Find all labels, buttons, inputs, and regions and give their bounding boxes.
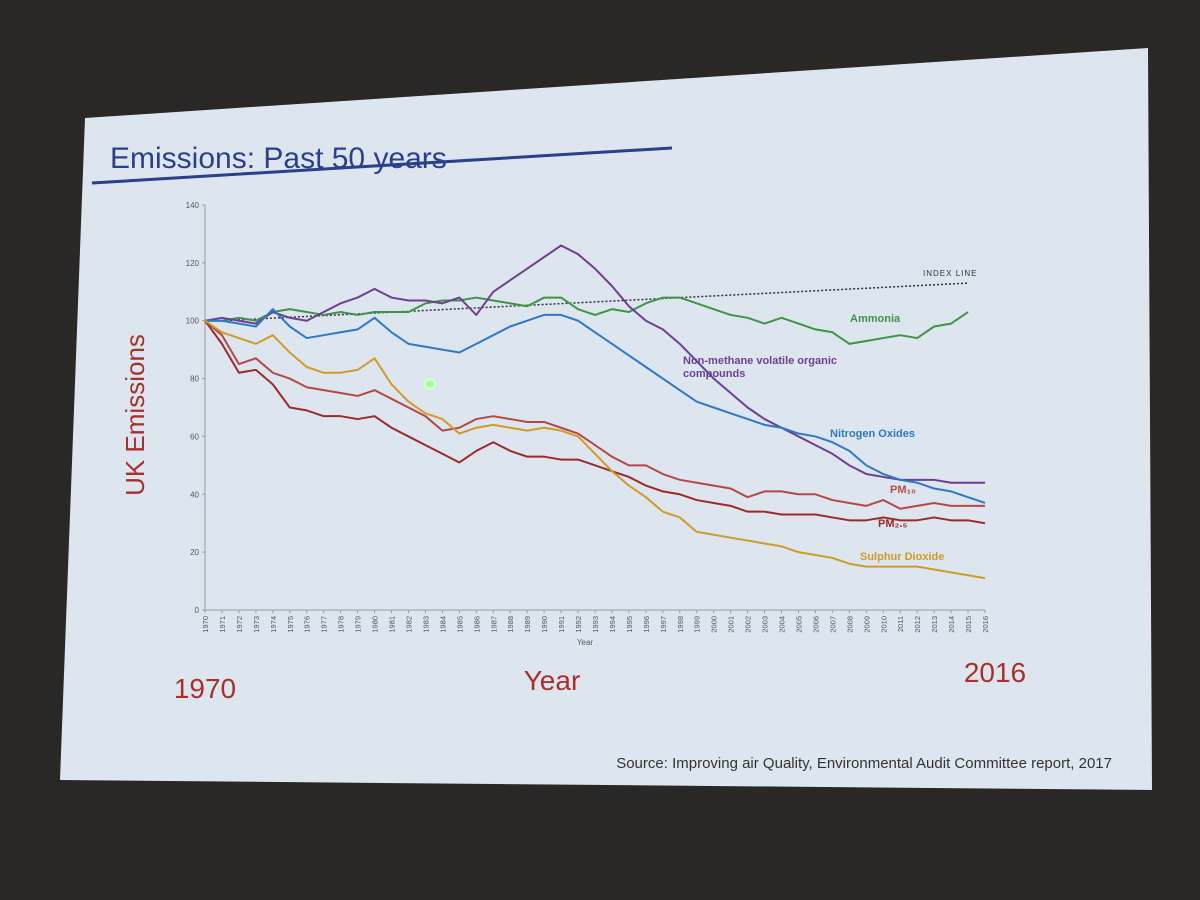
x-tick-label: 2006 (811, 616, 820, 633)
x-tick-label: 2004 (778, 616, 787, 633)
index-line (221, 282, 969, 322)
series-line (205, 296, 969, 345)
x-tick-label: 1971 (218, 616, 227, 633)
series-line (204, 244, 985, 484)
x-tick-label: 2015 (964, 616, 973, 633)
x-tick-label: 1997 (659, 616, 668, 633)
y-tick-label: 40 (190, 490, 199, 499)
index-line-label: INDEX LINE (923, 269, 977, 278)
y-tick-label: 100 (186, 317, 200, 326)
series-label: Sulphur Dioxide (860, 551, 945, 563)
x-tick-label: 1980 (371, 616, 380, 633)
source: Source: Improving air Quality, Environme… (616, 755, 1112, 772)
footer-left: 1970 (174, 673, 236, 704)
title-rule (91, 146, 673, 185)
x-tick-label: 2007 (828, 616, 837, 633)
x-tick-label: 2000 (710, 616, 719, 633)
y-tick-label: 140 (186, 201, 200, 210)
y-tick-label: 60 (190, 432, 199, 441)
x-tick-label: 2003 (761, 616, 770, 633)
x-tick-label: 1970 (201, 616, 210, 633)
x-tick-label: 1975 (286, 616, 295, 633)
x-tick-label: 2002 (744, 616, 753, 633)
x-tick-label: 1994 (608, 616, 617, 633)
x-tick-label: 2005 (794, 616, 803, 633)
x-tick-label: 1999 (693, 616, 702, 633)
x-tick-label: 2012 (913, 616, 922, 633)
y-axis-label: UK Emissions (120, 334, 150, 496)
y-tick-label: 0 (195, 606, 200, 615)
x-tick-label: 1987 (489, 616, 498, 633)
series-label: PM₂.₅ (878, 518, 908, 530)
x-tick-label: 2013 (930, 616, 939, 633)
y-tick-label: 120 (186, 259, 200, 268)
series-line (204, 319, 986, 580)
series-label: PM₁₀ (890, 484, 917, 496)
x-tick-label: 1986 (472, 616, 481, 633)
x-tick-label: 1989 (523, 616, 532, 633)
x-tick-label: 1995 (625, 616, 634, 633)
x-tick-label: 1973 (252, 616, 261, 633)
footer-center: Year (524, 665, 581, 696)
footer-right: 2016 (964, 657, 1026, 688)
series-line (204, 320, 986, 525)
series-label: Ammonia (850, 313, 901, 325)
laser-dot (423, 377, 437, 391)
x-tick-label: 2009 (862, 616, 871, 633)
x-tick-label: 1988 (506, 616, 515, 633)
x-tick-label: 1972 (235, 616, 244, 633)
x-axis-label: Year (577, 638, 594, 647)
x-tick-label: 1993 (591, 616, 600, 633)
x-tick-label: 1990 (540, 616, 549, 633)
y-tick-label: 80 (190, 375, 199, 384)
x-tick-label: 1998 (676, 616, 685, 633)
x-tick-label: 2011 (896, 616, 905, 632)
x-tick-label: 1985 (455, 616, 464, 633)
y-tick-label: 20 (190, 548, 199, 557)
slide (60, 48, 1152, 790)
x-tick-label: 2010 (879, 616, 888, 633)
series-line (204, 319, 985, 510)
series-label: Nitrogen Oxides (830, 428, 915, 440)
x-tick-label: 1976 (303, 616, 312, 633)
series-line (205, 308, 986, 504)
series-label: Non-methane volatile organic compounds (683, 355, 838, 380)
x-tick-label: 1978 (337, 616, 346, 633)
x-tick-label: 1984 (438, 616, 447, 633)
x-tick-label: 1977 (320, 616, 329, 633)
x-tick-label: 1974 (269, 616, 278, 633)
x-tick-label: 1981 (388, 616, 397, 633)
chart-title: Emissions: Past 50 years (110, 142, 447, 175)
x-tick-label: 2001 (727, 616, 736, 633)
x-tick-label: 1992 (574, 616, 583, 633)
x-tick-label: 1991 (557, 616, 566, 633)
x-tick-label: 2014 (947, 616, 956, 633)
x-tick-label: 1983 (421, 616, 430, 633)
x-tick-label: 2016 (981, 616, 990, 633)
x-tick-label: 1982 (404, 616, 413, 633)
x-tick-label: 1996 (642, 616, 651, 633)
x-tick-label: 1979 (354, 616, 363, 633)
x-tick-label: 2008 (845, 616, 854, 633)
